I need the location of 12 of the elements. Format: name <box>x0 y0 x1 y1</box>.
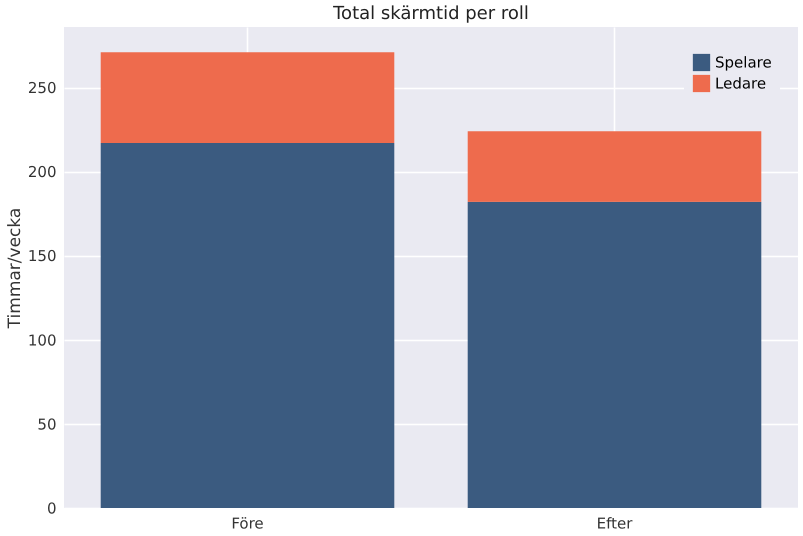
y-tick-label: 150 <box>28 247 56 266</box>
y-tick-label: 50 <box>37 415 56 434</box>
y-tick-label: 250 <box>28 79 56 98</box>
x-tick-label: Efter <box>596 514 634 532</box>
x-tick-label: Före <box>231 514 264 532</box>
y-axis-title: Timmar/vecka <box>4 208 25 330</box>
y-tick-label: 0 <box>46 500 56 518</box>
y-tick-label: 200 <box>28 163 56 182</box>
chart-title: Total skärmtid per roll <box>332 3 529 24</box>
legend-label: Spelare <box>715 54 772 72</box>
y-tick-label: 100 <box>28 331 56 350</box>
legend-label: Ledare <box>715 74 766 92</box>
